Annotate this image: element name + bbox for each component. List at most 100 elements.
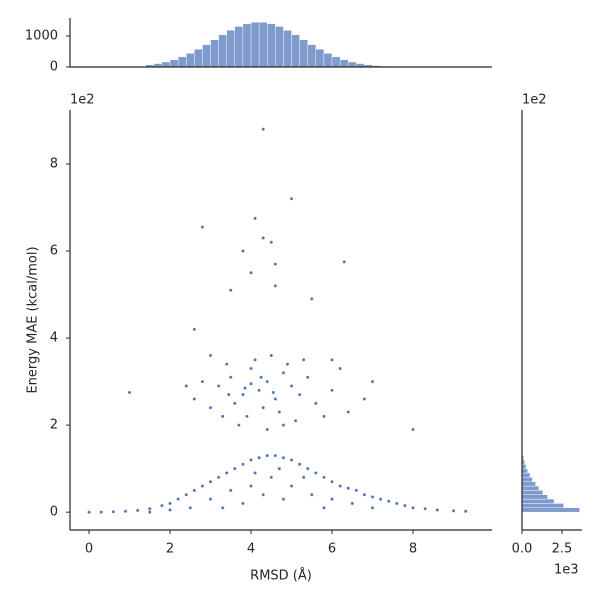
point (249, 271, 253, 275)
point (233, 466, 237, 471)
point (269, 240, 274, 245)
x-tick-label: 6 (328, 542, 336, 557)
point (289, 197, 294, 201)
histogram-bar (250, 22, 260, 68)
point (135, 508, 140, 513)
point (184, 492, 188, 497)
point (297, 462, 302, 467)
histogram-bar (177, 56, 187, 68)
point (301, 475, 306, 480)
point (241, 462, 245, 467)
point (273, 284, 278, 288)
point (259, 375, 263, 379)
point (192, 327, 197, 332)
point (281, 456, 286, 460)
point (277, 466, 282, 471)
point (200, 484, 205, 488)
point (216, 384, 221, 388)
histogram-bar (521, 485, 539, 491)
point (233, 401, 237, 406)
point (243, 386, 247, 390)
point (216, 475, 221, 480)
point (370, 495, 375, 499)
point (354, 488, 359, 493)
point (261, 127, 265, 131)
y-tick-label: 8 (50, 156, 58, 171)
histogram-bar (521, 468, 528, 474)
x-offset-text: 1e3 (554, 563, 579, 578)
point (168, 501, 172, 506)
point (305, 466, 310, 471)
x-tick-label: 2 (166, 542, 174, 557)
point (87, 510, 91, 514)
histogram-bar (323, 53, 333, 68)
point (265, 453, 269, 458)
point (281, 371, 286, 375)
point (265, 427, 269, 432)
point (293, 419, 298, 423)
y-tick-label: 0 (50, 60, 58, 75)
point (229, 288, 233, 292)
point (386, 499, 391, 504)
point (241, 249, 245, 253)
y-tick-label: 6 (50, 244, 58, 259)
point (289, 458, 294, 462)
histogram-bar (202, 44, 211, 68)
y-tick-label: 2 (50, 418, 58, 433)
x-tick-label: 0.0 (512, 542, 533, 557)
histogram-bar (521, 503, 564, 509)
point (192, 488, 197, 493)
histogram-bar (275, 26, 284, 68)
histogram-bar (267, 23, 276, 68)
point (192, 397, 197, 401)
point (301, 358, 306, 362)
point (346, 410, 350, 414)
point (342, 260, 346, 264)
histogram-bar (521, 494, 548, 500)
point (330, 388, 334, 393)
point (350, 501, 355, 506)
histogram-bar (283, 30, 292, 68)
point (273, 262, 278, 266)
point (220, 506, 225, 510)
point (241, 501, 245, 506)
point (208, 405, 213, 410)
point (265, 379, 269, 384)
point (176, 497, 180, 501)
point (346, 486, 350, 490)
point (227, 392, 231, 397)
x-tick-label: 0 (85, 542, 93, 557)
point (208, 353, 213, 358)
histogram-bar (339, 59, 349, 68)
histogram-bar (348, 61, 357, 68)
point (188, 506, 193, 510)
point (249, 366, 253, 371)
point (285, 362, 290, 366)
histogram-bar (307, 44, 317, 68)
point (370, 379, 375, 384)
x-tick-label: 8 (409, 542, 417, 557)
point (253, 471, 257, 475)
point (127, 390, 132, 395)
point (271, 390, 276, 395)
point (261, 236, 265, 240)
point (423, 506, 427, 511)
point (338, 366, 342, 371)
point (148, 510, 152, 514)
point (200, 379, 205, 384)
point (160, 503, 164, 508)
point (370, 506, 375, 510)
point (314, 401, 318, 406)
point (322, 475, 326, 480)
point (208, 479, 213, 484)
point (289, 484, 294, 488)
histogram-bar (218, 34, 227, 68)
point (208, 497, 213, 501)
point (148, 506, 152, 511)
point (273, 453, 278, 458)
point (245, 414, 249, 419)
point (99, 510, 103, 514)
histogram-bar (226, 30, 236, 68)
point (224, 362, 229, 366)
point (257, 388, 261, 393)
